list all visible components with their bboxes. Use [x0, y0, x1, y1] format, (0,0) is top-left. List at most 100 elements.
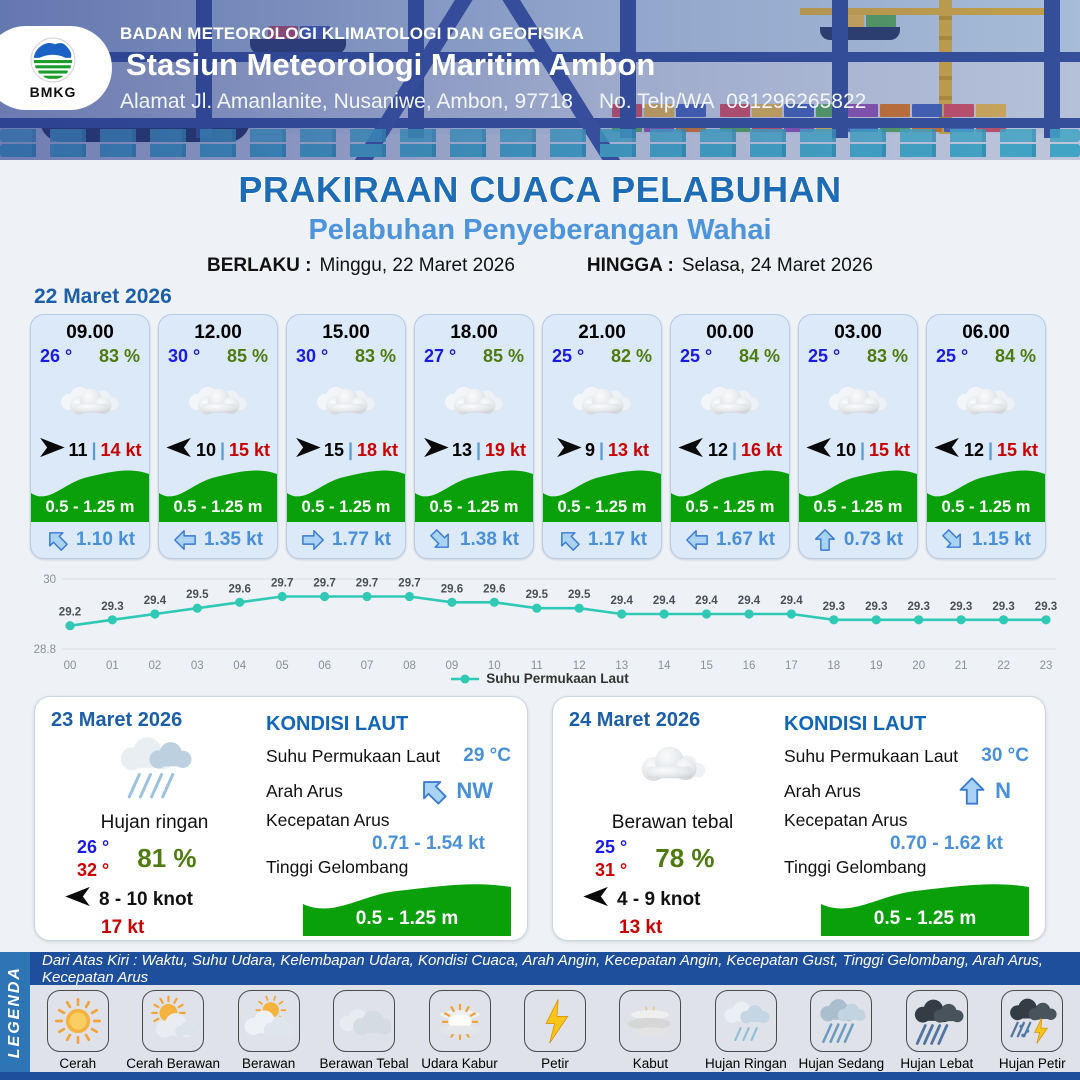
separator: | — [475, 439, 482, 460]
berawan-tebal-icon — [671, 367, 789, 436]
wind-speed-range: 8 - 10 knot — [99, 888, 193, 910]
hourly-date-label: 22 Maret 2026 — [34, 285, 172, 308]
sst-value: 30 °C — [981, 745, 1029, 766]
hourly-forecast-card: 15.00 30 ° 83 % 15 | 18 kt 0.5 - 1.25 m … — [286, 314, 406, 559]
udara-kabur-icon — [428, 990, 491, 1052]
separator: | — [987, 439, 994, 460]
temperature-block: 26 ° 32 ° 81 % — [77, 836, 258, 881]
weather-condition: Hujan ringan — [100, 812, 209, 833]
legend-item: Berawan — [223, 990, 315, 1072]
svg-text:11: 11 — [531, 660, 543, 672]
current-direction-icon — [301, 528, 325, 552]
wind-speed: 15 — [323, 439, 344, 460]
hourly-forecast-card: 12.00 30 ° 85 % 10 | 15 kt 0.5 - 1.25 m … — [158, 314, 278, 559]
legend-item: Hujan Petir — [986, 990, 1078, 1072]
legend-item: Udara Kabur — [414, 990, 506, 1072]
wave-height-band: 0.5 - 1.25 m — [927, 464, 1045, 523]
current-speed: 0.73 kt — [843, 529, 904, 551]
svg-text:02: 02 — [149, 660, 162, 672]
current-speed-label: Kecepatan Arus — [266, 810, 390, 830]
legend-item-label: Cerah Berawan — [126, 1056, 221, 1071]
petir-icon — [523, 990, 586, 1052]
svg-text:23: 23 — [1040, 660, 1053, 672]
svg-text:01: 01 — [106, 660, 119, 672]
hourly-forecast-card: 09.00 26 ° 83 % 11 | 14 kt 0.5 - 1.25 m … — [30, 314, 150, 559]
forecast-time: 06.00 — [962, 322, 1010, 343]
svg-text:20: 20 — [912, 660, 925, 672]
current-speed: 1.15 kt — [971, 529, 1032, 551]
bottom-accent-strip — [0, 1072, 1080, 1080]
wind-row: 12 | 15 kt — [927, 436, 1045, 464]
wave-height-band: 0.5 - 1.25 m — [159, 464, 277, 523]
legend-item-label: Kabut — [632, 1056, 669, 1071]
hourly-forecast-card: 06.00 25 ° 84 % 12 | 15 kt 0.5 - 1.25 m … — [926, 314, 1046, 559]
sst-label: Suhu Permukaan Laut — [784, 745, 959, 766]
wave-height: 0.5 - 1.25 m — [173, 498, 263, 517]
wind-row: 13 | 19 kt — [415, 436, 533, 464]
cerah-icon — [46, 990, 109, 1052]
berawan-tebal-icon — [333, 990, 396, 1052]
legend-item-label: Udara Kabur — [421, 1056, 498, 1071]
wave-height-label: Tinggi Gelombang — [266, 857, 409, 877]
sea-condition-column: KONDISI LAUT Suhu Permukaan Laut 30 °C A… — [776, 705, 1029, 936]
current-direction-label: Arah Arus — [266, 780, 343, 801]
forecast-time: 09.00 — [66, 322, 114, 343]
humidity: 83 % — [354, 346, 396, 366]
daily-forecast-card: 23 Maret 2026 Hujan ringan 26 ° 32 ° 81 … — [34, 696, 528, 941]
wind-speed: 10 — [835, 439, 856, 460]
svg-text:13: 13 — [615, 660, 628, 672]
svg-text:29.7: 29.7 — [313, 578, 335, 590]
svg-text:29.6: 29.6 — [483, 583, 505, 595]
berawan-tebal-icon — [415, 367, 533, 436]
wind-direction-icon — [166, 437, 193, 463]
wind-direction-icon — [555, 437, 582, 463]
svg-text:29.4: 29.4 — [780, 595, 803, 607]
air-temperature: 25 ° — [808, 346, 841, 366]
wave-height-band: 0.5 - 1.25 m — [31, 464, 149, 523]
legend-item-label: Hujan Ringan — [704, 1056, 787, 1071]
legend-item-label: Hujan Lebat — [900, 1056, 974, 1071]
wind-row: 9 | 13 kt — [543, 436, 661, 464]
current-row: 1.67 kt — [671, 522, 789, 558]
legend-item: Berawan Tebal — [318, 990, 410, 1072]
address-line: Alamat Jl. Amanlanite, Nusaniwe, Ambon, … — [120, 90, 866, 114]
svg-text:29.3: 29.3 — [908, 601, 930, 613]
current-direction-icon — [412, 770, 454, 812]
current-row: 1.38 kt — [415, 522, 533, 558]
wave-height-band: 0.5 - 1.25 m — [303, 880, 511, 936]
page-title: PRAKIRAAN CUACA PELABUHAN — [238, 169, 842, 210]
wave-height: 0.5 - 1.25 m — [301, 498, 391, 517]
sst-chart-container: 30 28.8 29.2 00 29.3 01 29.4 02 29.5 03 29.6 04 29.7… — [20, 563, 1060, 675]
svg-text:12: 12 — [573, 660, 586, 672]
svg-text:15: 15 — [700, 660, 713, 672]
legend-item-label: Hujan Sedang — [798, 1056, 885, 1071]
forecast-time: 21.00 — [578, 322, 626, 343]
current-speed: 1.17 kt — [587, 529, 648, 551]
wind-gust: 15 kt — [229, 439, 271, 460]
svg-text:29.4: 29.4 — [653, 595, 676, 607]
wave-height-band: 0.5 - 1.25 m — [799, 464, 917, 523]
legend-title: LEGENDA — [6, 965, 23, 1059]
hujan-petir-icon — [1001, 990, 1064, 1052]
wind-gust: 13 kt — [608, 439, 650, 460]
humidity: 84 % — [738, 346, 780, 366]
legend-item: Cerah — [32, 990, 124, 1072]
hourly-cards-row: 09.00 26 ° 83 % 11 | 14 kt 0.5 - 1.25 m … — [30, 314, 1050, 559]
svg-text:05: 05 — [276, 660, 289, 672]
svg-text:30: 30 — [43, 574, 56, 586]
separator: | — [91, 439, 97, 460]
wind-gust: 15 kt — [997, 439, 1039, 460]
wind-direction-icon — [678, 437, 705, 463]
wind-gust: 19 kt — [485, 439, 527, 460]
svg-text:29.3: 29.3 — [950, 601, 972, 613]
wave-height: 0.5 - 1.25 m — [45, 498, 135, 517]
svg-text:29.5: 29.5 — [526, 589, 549, 601]
current-direction-icon — [424, 523, 458, 557]
legend-item: Petir — [509, 990, 601, 1072]
station-name: Stasiun Meteorologi Maritim Ambon — [126, 47, 656, 82]
bmkg-logo-icon — [30, 37, 76, 82]
svg-text:29.3: 29.3 — [823, 601, 845, 613]
humidity: 85 % — [482, 346, 524, 366]
current-direction-icon — [552, 523, 586, 557]
